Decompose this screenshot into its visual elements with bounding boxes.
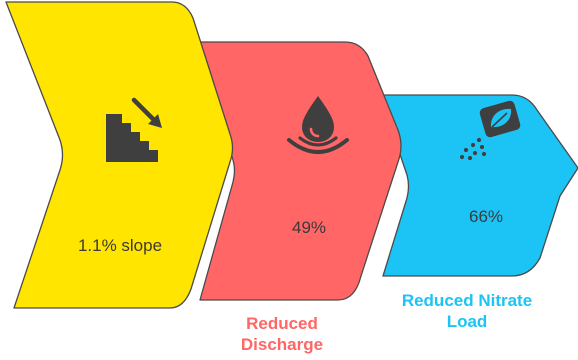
caption-reduced-discharge: Reduced Discharge [240,314,324,354]
stairs-down-arrow-icon [106,97,162,162]
chevron-nitrate [379,94,578,277]
step-discharge: 49% [195,41,402,301]
discharge-value: 49% [292,218,326,237]
step-slope: 1.1% slope [5,1,234,309]
nitrate-value: 66% [469,207,503,226]
fertilizer-bag-leaf-icon [459,100,521,161]
chevron-discharge [195,41,402,301]
step-nitrate: 66% [379,94,578,277]
slope-value: 1.1% slope [78,236,162,255]
caption-reduced-nitrate-load: Reduced Nitrate Load [401,291,533,331]
water-drop-ripple-icon [287,96,349,154]
